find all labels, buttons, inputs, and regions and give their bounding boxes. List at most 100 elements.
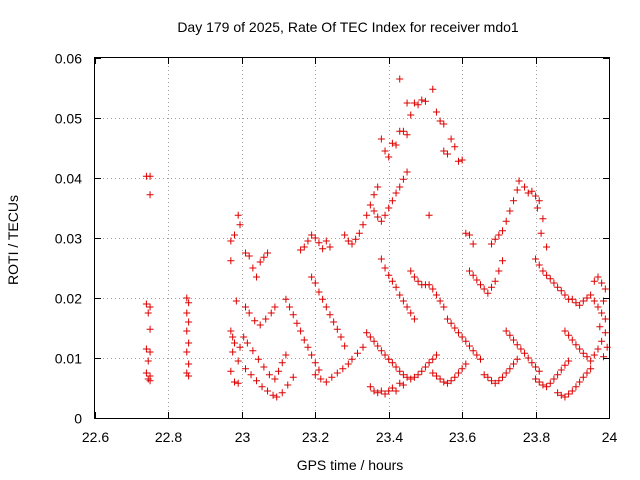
data-point-marker — [271, 375, 279, 383]
data-point-marker — [185, 318, 193, 326]
data-point-marker — [407, 111, 415, 119]
data-point-marker — [583, 369, 591, 377]
data-point-marker — [146, 191, 154, 199]
data-point-marker — [535, 261, 543, 269]
data-point-marker — [454, 369, 462, 377]
data-point-marker — [282, 351, 290, 359]
data-point-marker — [282, 295, 290, 303]
data-point-marker — [583, 294, 591, 302]
data-point-marker — [590, 351, 598, 359]
data-point-marker — [465, 342, 473, 350]
data-point-marker — [513, 341, 521, 349]
data-point-marker — [554, 389, 562, 397]
data-point-marker — [414, 277, 422, 285]
data-point-marker — [240, 333, 248, 341]
data-point-marker — [142, 345, 150, 353]
data-point-marker — [436, 375, 444, 383]
data-point-marker — [326, 311, 334, 319]
data-point-marker — [443, 379, 451, 387]
data-point-marker — [284, 381, 292, 389]
data-point-marker — [495, 231, 503, 239]
data-point-marker — [374, 342, 382, 350]
data-point-marker — [579, 349, 587, 357]
data-point-marker — [407, 267, 415, 275]
data-point-marker — [451, 373, 459, 381]
data-point-marker — [315, 288, 323, 296]
data-point-marker — [234, 211, 242, 219]
data-point-marker — [554, 283, 562, 291]
data-point-marker — [344, 237, 352, 245]
data-point-marker — [499, 257, 507, 265]
data-point-marker — [572, 341, 580, 349]
data-point-marker — [599, 353, 607, 361]
data-point-marker — [396, 379, 404, 387]
data-point-marker — [275, 367, 283, 375]
data-point-marker — [491, 235, 499, 243]
data-point-marker — [539, 267, 547, 275]
data-point-marker — [579, 297, 587, 305]
data-point-marker — [185, 372, 193, 380]
data-point-marker — [399, 127, 407, 135]
data-point-marker — [388, 384, 396, 392]
data-point-marker — [488, 377, 496, 385]
data-point-marker — [480, 371, 488, 379]
data-point-marker — [388, 277, 396, 285]
data-point-marker — [278, 359, 286, 367]
data-point-marker — [231, 231, 239, 239]
data-point-marker — [421, 97, 429, 105]
data-point-marker — [454, 157, 462, 165]
data-point-marker — [532, 192, 540, 200]
x-tick-label: 23.6 — [449, 429, 476, 445]
data-point-marker — [458, 156, 466, 164]
data-point-marker — [385, 387, 393, 395]
data-point-marker — [425, 281, 433, 289]
data-point-marker — [286, 303, 294, 311]
x-tick-label: 23 — [235, 429, 251, 445]
data-point-marker — [469, 347, 477, 355]
data-point-marker — [462, 229, 470, 237]
data-point-marker — [183, 369, 191, 377]
data-point-marker — [359, 343, 367, 351]
data-point-marker — [377, 217, 385, 225]
data-point-marker — [502, 217, 510, 225]
data-point-marker — [381, 390, 389, 398]
data-point-marker — [265, 371, 273, 379]
data-point-marker — [311, 371, 319, 379]
data-point-marker — [262, 315, 270, 323]
data-point-marker — [491, 277, 499, 285]
data-point-marker — [524, 354, 532, 362]
data-point-marker — [354, 349, 362, 357]
data-point-marker — [521, 349, 529, 357]
data-point-marker — [499, 227, 507, 235]
data-point-marker — [319, 295, 327, 303]
data-point-marker — [366, 333, 374, 341]
data-point-marker — [403, 168, 411, 176]
data-point-marker — [396, 75, 404, 83]
data-point-marker — [370, 207, 378, 215]
data-point-marker — [491, 379, 499, 387]
data-point-marker — [348, 240, 356, 248]
data-point-marker — [330, 318, 338, 326]
data-point-marker — [374, 183, 382, 191]
y-tick-label: 0.05 — [55, 111, 82, 127]
data-point-marker — [377, 347, 385, 355]
data-point-marker — [568, 387, 576, 395]
data-point-marker — [587, 357, 595, 365]
data-point-marker — [506, 331, 514, 339]
data-point-marker — [264, 387, 272, 395]
data-point-marker — [388, 197, 396, 205]
data-point-marker — [601, 285, 609, 293]
y-tick-label: 0.06 — [55, 51, 82, 67]
data-point-marker — [414, 101, 422, 109]
data-point-marker — [399, 297, 407, 305]
data-point-marker — [366, 201, 374, 209]
data-point-marker — [436, 297, 444, 305]
data-point-marker — [601, 329, 609, 337]
data-point-marker — [572, 383, 580, 391]
data-point-marker — [242, 303, 250, 311]
data-point-marker — [234, 379, 242, 387]
data-point-marker — [535, 378, 543, 386]
data-point-marker — [326, 243, 334, 251]
data-point-marker — [392, 189, 400, 197]
data-point-marker — [185, 339, 193, 347]
